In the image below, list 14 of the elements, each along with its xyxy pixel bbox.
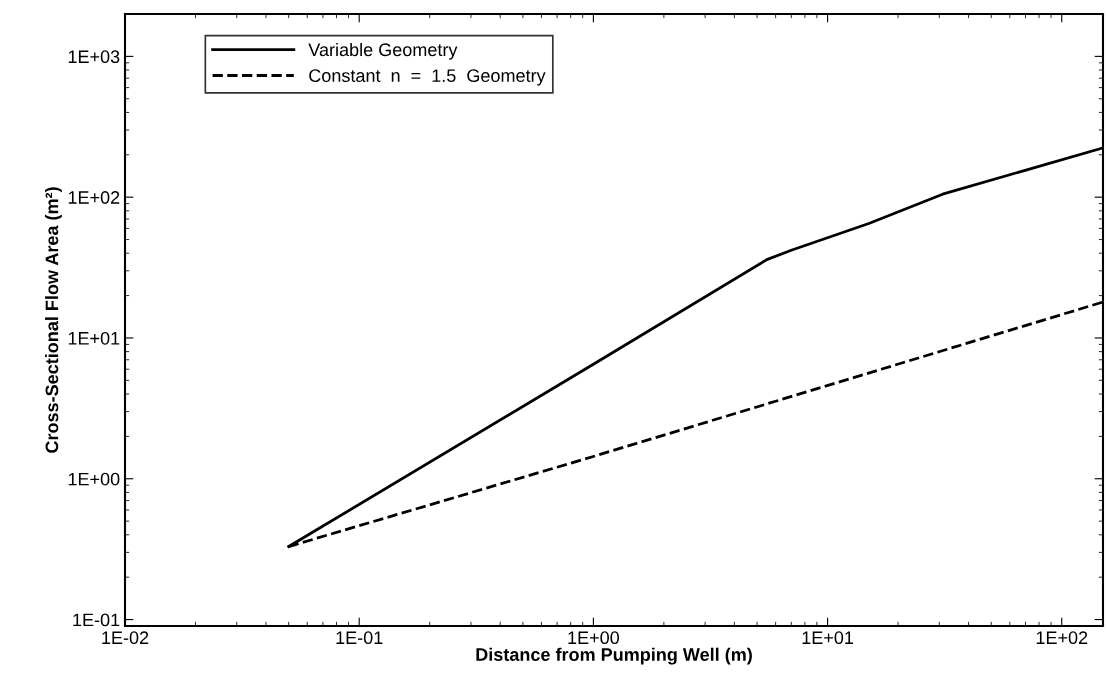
legend-label: Variable Geometry xyxy=(308,42,458,60)
x-tick-label: 1E-02 xyxy=(102,631,149,645)
y-tick-label: 1E+03 xyxy=(68,50,120,64)
x-tick-label: 1E+00 xyxy=(568,631,620,645)
y-tick-label: 1E-01 xyxy=(73,613,120,627)
x-tick-label: 1E-01 xyxy=(336,631,383,645)
y-tick-label: 1E+02 xyxy=(68,191,120,204)
legend-label: Constant n = 1.5 Geometry xyxy=(309,69,546,86)
x-tick-label: 1E+01 xyxy=(802,631,854,645)
x-tick-label: 1E+02 xyxy=(1036,631,1088,645)
y-tick-label: 1E+00 xyxy=(68,472,120,486)
x-axis-title: Distance from Pumping Well (m) xyxy=(476,647,752,665)
y-axis-title: Cross-Sectional Flow Area (m²) xyxy=(45,187,62,453)
y-tick-label: 1E+01 xyxy=(68,331,120,345)
